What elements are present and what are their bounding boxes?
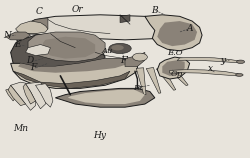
Polygon shape: [13, 71, 130, 88]
Text: Or: Or: [72, 5, 84, 14]
Polygon shape: [162, 60, 185, 76]
Polygon shape: [11, 34, 105, 76]
Polygon shape: [145, 15, 202, 51]
Text: E: E: [14, 40, 21, 49]
Text: x: x: [208, 64, 213, 73]
Text: Br: Br: [134, 84, 144, 92]
Polygon shape: [157, 21, 197, 46]
Polygon shape: [68, 90, 145, 104]
Polygon shape: [146, 67, 161, 93]
Polygon shape: [23, 84, 36, 104]
Polygon shape: [43, 37, 95, 59]
Polygon shape: [11, 82, 36, 110]
Polygon shape: [170, 70, 242, 76]
Polygon shape: [18, 59, 130, 73]
Polygon shape: [36, 84, 53, 107]
Ellipse shape: [111, 45, 124, 50]
Polygon shape: [125, 52, 145, 67]
Ellipse shape: [237, 60, 244, 64]
Polygon shape: [136, 68, 146, 95]
Polygon shape: [166, 65, 188, 86]
Polygon shape: [11, 59, 138, 88]
Text: y: y: [221, 56, 226, 65]
Polygon shape: [6, 88, 16, 101]
Polygon shape: [18, 15, 190, 40]
Text: Au: Au: [102, 47, 113, 55]
Text: A: A: [186, 24, 193, 33]
Text: B: B: [152, 6, 158, 15]
Ellipse shape: [236, 73, 243, 76]
Text: Hy: Hy: [94, 131, 107, 140]
Text: Op: Op: [171, 70, 183, 78]
Text: N: N: [3, 31, 11, 40]
Polygon shape: [26, 45, 50, 55]
Polygon shape: [156, 67, 176, 90]
Polygon shape: [177, 57, 242, 63]
Polygon shape: [56, 88, 155, 107]
Polygon shape: [1, 1, 249, 142]
Polygon shape: [157, 57, 190, 79]
Text: F': F': [120, 56, 130, 65]
Polygon shape: [26, 82, 46, 109]
Polygon shape: [16, 21, 48, 34]
Polygon shape: [8, 85, 25, 106]
Text: Mn: Mn: [14, 124, 28, 133]
Ellipse shape: [132, 53, 148, 61]
Text: F: F: [30, 63, 36, 72]
Text: D: D: [26, 57, 33, 65]
Polygon shape: [18, 18, 48, 34]
Polygon shape: [6, 32, 30, 40]
Polygon shape: [120, 15, 130, 23]
Text: C: C: [36, 7, 43, 16]
Text: E.O: E.O: [167, 49, 182, 57]
Ellipse shape: [109, 43, 131, 54]
Polygon shape: [28, 32, 105, 62]
